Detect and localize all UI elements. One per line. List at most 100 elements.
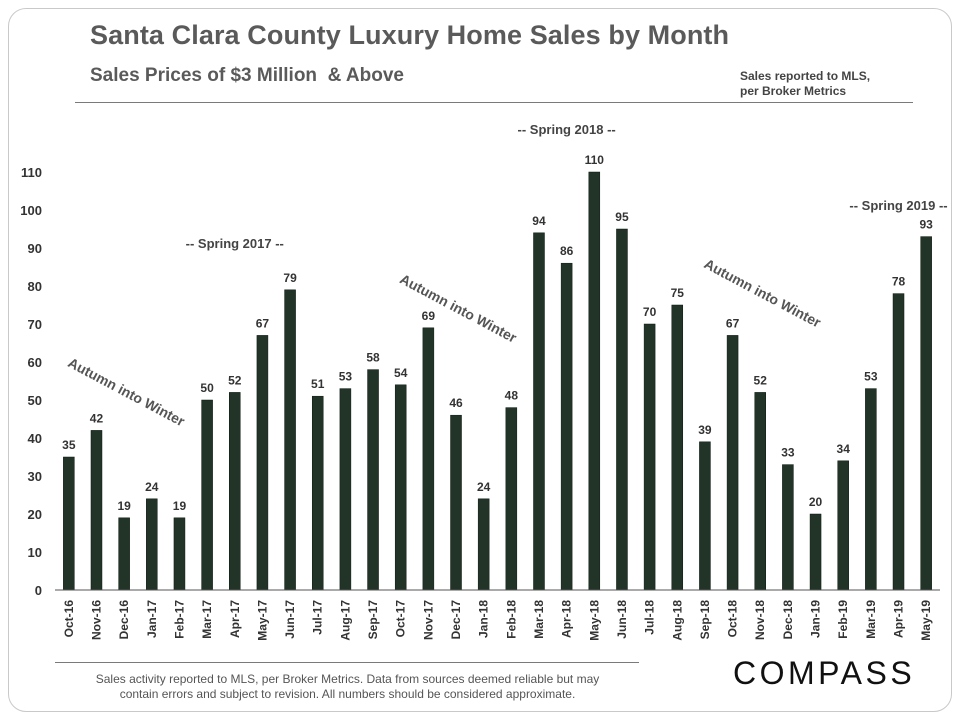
data-label: 39 bbox=[698, 423, 712, 437]
x-tick-label: Oct-17 bbox=[394, 600, 408, 638]
bar bbox=[892, 293, 905, 591]
data-label: 53 bbox=[864, 370, 878, 384]
data-label: 69 bbox=[422, 309, 436, 323]
x-tick-label: Jan-18 bbox=[477, 600, 491, 638]
data-label: 52 bbox=[228, 373, 242, 387]
bar bbox=[173, 517, 186, 591]
data-label: 93 bbox=[919, 218, 933, 232]
bar bbox=[201, 399, 213, 591]
slide-frame bbox=[8, 8, 952, 712]
data-label: 67 bbox=[726, 316, 740, 330]
data-label: 86 bbox=[560, 244, 574, 258]
x-tick-label: Oct-18 bbox=[726, 600, 740, 638]
compass-logo: COMPASS bbox=[733, 655, 916, 691]
data-label: 19 bbox=[117, 499, 131, 513]
x-tick-label: May-17 bbox=[255, 600, 269, 641]
bar bbox=[311, 395, 324, 591]
bar bbox=[809, 513, 822, 591]
bar bbox=[837, 460, 849, 591]
x-tick-label: Sep-17 bbox=[366, 600, 380, 640]
bar bbox=[146, 498, 158, 591]
y-axis: 0 10 20 30 40 50 60 70 80 90 100 110 bbox=[20, 165, 42, 598]
bar bbox=[782, 464, 794, 591]
bar bbox=[616, 228, 628, 591]
source-note: Sales reported to MLS, per Broker Metric… bbox=[740, 69, 870, 99]
annotation-autumn-into-winter: Autumn into Winter bbox=[702, 255, 825, 330]
bar bbox=[367, 369, 379, 591]
bar bbox=[256, 335, 269, 591]
data-label: 79 bbox=[283, 271, 297, 285]
y-tick-label: 50 bbox=[28, 393, 42, 408]
y-tick-label: 60 bbox=[28, 355, 42, 370]
x-tick-label: Aug-18 bbox=[670, 600, 684, 641]
bar bbox=[422, 327, 435, 591]
bar-series: 35 42 19 24 19 50 52 67 79 51 53 58 54 69 46 24 48 94 86 11… bbox=[62, 153, 933, 591]
x-tick-label: Jul-18 bbox=[643, 600, 657, 635]
x-tick-label: Mar-18 bbox=[532, 600, 546, 639]
annotation-autumn-into-winter: Autumn into Winter bbox=[65, 354, 188, 429]
bar bbox=[505, 407, 518, 591]
x-tick-label: Dec-18 bbox=[781, 600, 795, 640]
footer-line-1: Sales activity reported to MLS, per Brok… bbox=[95, 672, 600, 686]
data-label: 54 bbox=[394, 366, 408, 380]
data-label: 48 bbox=[505, 389, 519, 403]
bar bbox=[588, 171, 601, 591]
y-tick-label: 110 bbox=[21, 165, 42, 180]
source-note-line-2: per Broker Metrics bbox=[740, 84, 847, 98]
bar bbox=[63, 456, 75, 591]
data-label: 58 bbox=[366, 351, 380, 365]
x-tick-label: Nov-16 bbox=[89, 600, 103, 640]
data-label: 50 bbox=[200, 381, 214, 395]
x-tick-label: Feb-18 bbox=[504, 600, 518, 639]
chart-subtitle: Sales Prices of $3 Million & Above bbox=[90, 65, 404, 86]
annotation-spring: -- Spring 2018 -- bbox=[518, 122, 616, 137]
data-label: 42 bbox=[90, 411, 104, 425]
bar bbox=[90, 430, 103, 591]
data-label: 78 bbox=[892, 275, 906, 289]
bar bbox=[726, 335, 739, 591]
x-tick-label: Dec-16 bbox=[117, 600, 131, 640]
x-tick-label: Jun-18 bbox=[615, 600, 629, 639]
y-tick-label: 20 bbox=[28, 507, 42, 522]
x-tick-label: Sep-18 bbox=[698, 600, 712, 640]
source-note-line-1: Sales reported to MLS, bbox=[740, 69, 871, 83]
x-tick-label: Jan-19 bbox=[809, 600, 823, 638]
annotation-autumn-into-winter: Autumn into Winter bbox=[397, 271, 520, 346]
header-divider bbox=[75, 102, 913, 103]
bar bbox=[671, 304, 684, 591]
x-tick-label: Aug-17 bbox=[338, 600, 352, 641]
data-label: 67 bbox=[256, 316, 270, 330]
data-label: 52 bbox=[754, 373, 768, 387]
y-tick-label: 0 bbox=[35, 583, 42, 598]
y-tick-label: 80 bbox=[28, 279, 42, 294]
footer-disclaimer: Sales activity reported to MLS, per Brok… bbox=[60, 672, 635, 702]
bar bbox=[560, 262, 573, 591]
data-label: 70 bbox=[643, 305, 657, 319]
data-label: 33 bbox=[781, 446, 795, 460]
y-tick-label: 70 bbox=[28, 317, 42, 332]
data-label: 35 bbox=[62, 438, 76, 452]
x-tick-label: Oct-16 bbox=[62, 600, 76, 638]
y-tick-label: 10 bbox=[28, 545, 42, 560]
bar bbox=[699, 441, 711, 591]
y-tick-label: 40 bbox=[28, 431, 42, 446]
x-axis: Oct-16 Nov-16 Dec-16 Jan-17 Feb-17 Mar-17 Apr-… bbox=[55, 589, 940, 641]
y-tick-label: 100 bbox=[20, 203, 42, 218]
x-tick-label: Apr-17 bbox=[228, 600, 242, 638]
bar bbox=[920, 236, 932, 591]
footer-divider bbox=[55, 662, 639, 663]
x-tick-label: Dec-17 bbox=[449, 600, 463, 640]
bar bbox=[865, 388, 877, 591]
annotation-spring: -- Spring 2017 -- bbox=[186, 236, 284, 251]
x-tick-label: Jul-17 bbox=[311, 600, 325, 635]
bar bbox=[477, 498, 490, 591]
bar bbox=[284, 289, 296, 591]
bar bbox=[533, 232, 545, 591]
x-tick-label: Apr-18 bbox=[560, 600, 574, 638]
data-label: 94 bbox=[532, 214, 546, 228]
y-tick-label: 30 bbox=[28, 469, 42, 484]
bar bbox=[643, 323, 656, 591]
annotation-layer: -- Spring 2017 -- -- Spring 2018 -- -- Spr… bbox=[65, 122, 947, 430]
bar bbox=[450, 414, 462, 591]
bar bbox=[118, 517, 130, 591]
